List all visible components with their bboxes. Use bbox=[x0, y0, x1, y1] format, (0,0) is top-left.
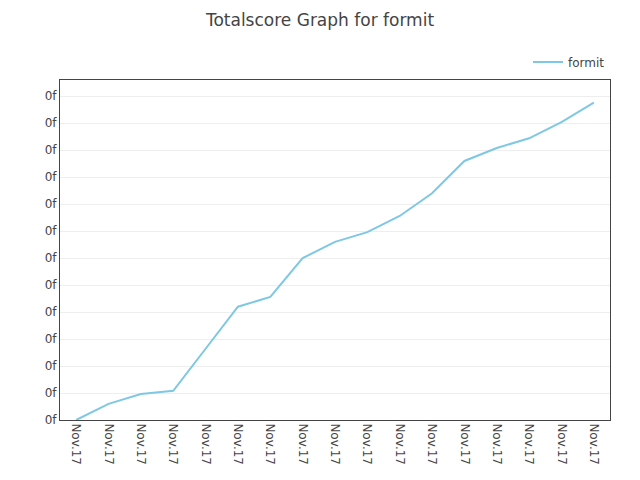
svg-text:0f: 0f bbox=[45, 197, 58, 211]
svg-text:Nov.17: Nov.17 bbox=[199, 423, 213, 465]
svg-text:0f: 0f bbox=[45, 359, 58, 373]
svg-text:Nov.17: Nov.17 bbox=[555, 423, 569, 465]
svg-text:0f: 0f bbox=[45, 413, 58, 427]
svg-text:Nov.17: Nov.17 bbox=[296, 423, 310, 465]
svg-text:Nov.17: Nov.17 bbox=[263, 423, 277, 465]
svg-text:0f: 0f bbox=[45, 143, 58, 157]
svg-text:Nov.17: Nov.17 bbox=[587, 423, 601, 465]
svg-text:0f: 0f bbox=[45, 332, 58, 346]
svg-text:0f: 0f bbox=[45, 224, 58, 238]
svg-text:Nov.17: Nov.17 bbox=[490, 423, 504, 465]
svg-text:Nov.17: Nov.17 bbox=[102, 423, 116, 465]
svg-text:0f: 0f bbox=[45, 251, 58, 265]
svg-text:0f: 0f bbox=[45, 386, 58, 400]
svg-text:Totalscore Graph for formit: Totalscore Graph for formit bbox=[205, 10, 434, 30]
svg-text:0f: 0f bbox=[45, 116, 58, 130]
svg-text:Nov.17: Nov.17 bbox=[522, 423, 536, 465]
svg-text:Nov.17: Nov.17 bbox=[166, 423, 180, 465]
svg-text:Nov.17: Nov.17 bbox=[458, 423, 472, 465]
svg-text:Nov.17: Nov.17 bbox=[328, 423, 342, 465]
svg-text:Nov.17: Nov.17 bbox=[360, 423, 374, 465]
svg-text:0f: 0f bbox=[45, 170, 58, 184]
svg-text:Nov.17: Nov.17 bbox=[134, 423, 148, 465]
svg-text:Nov.17: Nov.17 bbox=[69, 423, 83, 465]
svg-text:formit: formit bbox=[568, 56, 604, 70]
svg-text:0f: 0f bbox=[45, 278, 58, 292]
svg-text:Nov.17: Nov.17 bbox=[393, 423, 407, 465]
svg-text:Nov.17: Nov.17 bbox=[425, 423, 439, 465]
svg-text:0f: 0f bbox=[45, 89, 58, 103]
svg-text:Nov.17: Nov.17 bbox=[231, 423, 245, 465]
svg-text:0f: 0f bbox=[45, 305, 58, 319]
